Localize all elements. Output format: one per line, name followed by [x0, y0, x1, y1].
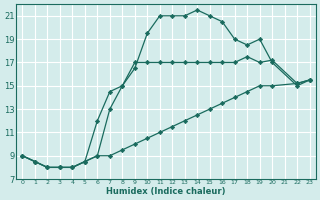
X-axis label: Humidex (Indice chaleur): Humidex (Indice chaleur) — [106, 187, 226, 196]
